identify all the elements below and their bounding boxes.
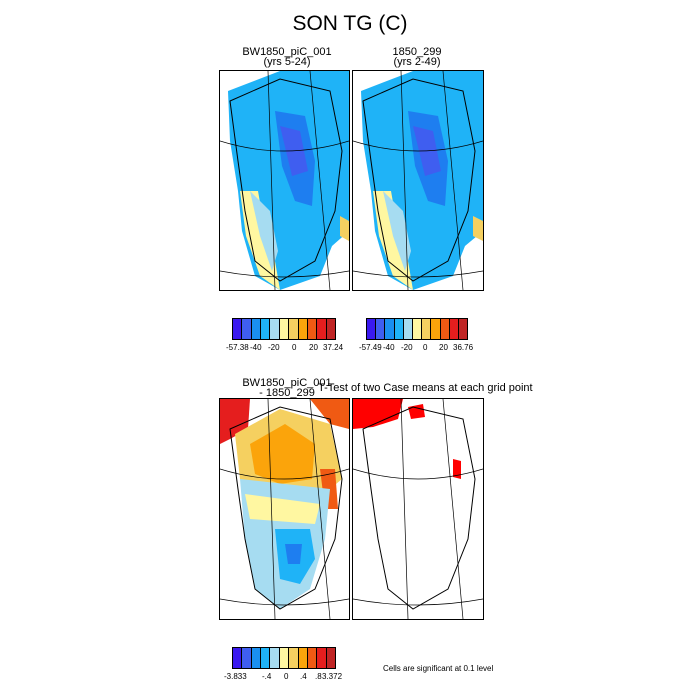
colorbar-1-label: -20 [268,343,280,352]
colorbar-3-swatch [307,648,318,668]
colorbar-2-swatch [440,319,450,339]
colorbar-3-swatch [279,648,290,668]
colorbar-1-swatch [242,319,252,339]
colorbar-2-swatch [449,319,459,339]
colorbar-3-label: -.4 [262,672,272,681]
colorbar-3-label: 0 [284,672,289,681]
colorbar-2-swatch [422,319,432,339]
colorbar-2-swatch [376,319,386,339]
colorbar-2-swatch [394,319,404,339]
colorbar-1-swatch [233,319,243,339]
panel-3-title-line1: BW1850_piC_001 [242,377,332,389]
colorbar-1-swatch [307,319,318,339]
colorbar-1-swatch [289,319,299,339]
colorbar-3-swatch [270,648,280,668]
panel-1-title: BW1850_piC_001 (yrs 5-24) [222,46,352,68]
colorbar-3-swatch [298,648,308,668]
colorbar-1-label: -40 [250,343,262,352]
colorbar-2-label: 36.76 [453,343,474,352]
colorbar-2-swatches [366,318,468,340]
colorbar-3-swatch [251,648,262,668]
greenland-map-bw1850 [220,71,349,290]
colorbar-1-swatch [270,319,280,339]
panel-2-title-line1: 1850_299 [392,46,442,58]
colorbar-1-swatch [261,319,271,339]
colorbar-3-label: -3.833 [224,672,247,681]
greenland-map-difference [220,399,349,619]
colorbar-2-label: -40 [383,343,395,352]
colorbar-2-label: -57.49 [359,343,382,352]
colorbar-2-label: 20 [439,343,448,352]
colorbar-1-label: 0 [292,343,297,352]
colorbar-2-swatch [431,319,441,339]
colorbar-2-swatch [458,319,468,339]
colorbar-1-swatch [298,319,308,339]
figure-title: SON TG (C) [292,12,408,35]
panel-2-title-line2: (yrs 2-49) [393,56,441,68]
colorbar-3 [232,647,336,669]
significance-note: Cells are significant at 0.1 level [383,664,494,673]
colorbar-2-swatch [367,319,377,339]
greenland-map-ttest [353,399,483,619]
panel-3-title-line2: - 1850_299 [259,387,315,399]
colorbar-3-label: .4 [300,672,307,681]
greenland-map-1850-299 [353,71,483,290]
colorbar-3-swatch [261,648,271,668]
colorbar-2-label: 0 [423,343,428,352]
map-panel-ttest [352,398,484,620]
colorbar-1-label: -57.38 [226,343,249,352]
panel-3-title: BW1850_piC_001 - 1850_299 [222,377,352,399]
colorbar-3-swatch [233,648,243,668]
colorbar-1-swatch [326,319,335,339]
colorbar-2 [366,318,468,340]
colorbar-2-swatch [412,319,423,339]
colorbar-3-swatch [317,648,327,668]
colorbar-3-label: .8 [315,672,322,681]
map-panel-1850-299 [352,70,484,291]
colorbar-1-label: 20 [309,343,318,352]
colorbar-1-swatch [279,319,290,339]
panel-2-title: 1850_299 (yrs 2-49) [352,46,482,68]
colorbar-1-swatches [232,318,336,340]
colorbar-2-swatch [403,319,413,339]
colorbar-1-swatch [251,319,262,339]
colorbar-1-label: 37.24 [323,343,344,352]
colorbar-1 [232,318,336,340]
colorbar-3-label: 3.372 [322,672,343,681]
colorbar-3-swatch [326,648,335,668]
colorbar-2-label: -20 [401,343,413,352]
map-panel-bw1850 [219,70,350,291]
panel-1-title-line1: BW1850_piC_001 [242,46,332,58]
colorbar-3-swatch [242,648,252,668]
colorbar-3-swatches [232,647,336,669]
panel-1-title-line2: (yrs 5-24) [263,56,311,68]
panel-4-title: T-Test of two Case means at each grid po… [318,382,533,394]
map-panel-difference [219,398,350,620]
colorbar-3-swatch [289,648,299,668]
colorbar-1-swatch [317,319,327,339]
colorbar-2-swatch [385,319,395,339]
